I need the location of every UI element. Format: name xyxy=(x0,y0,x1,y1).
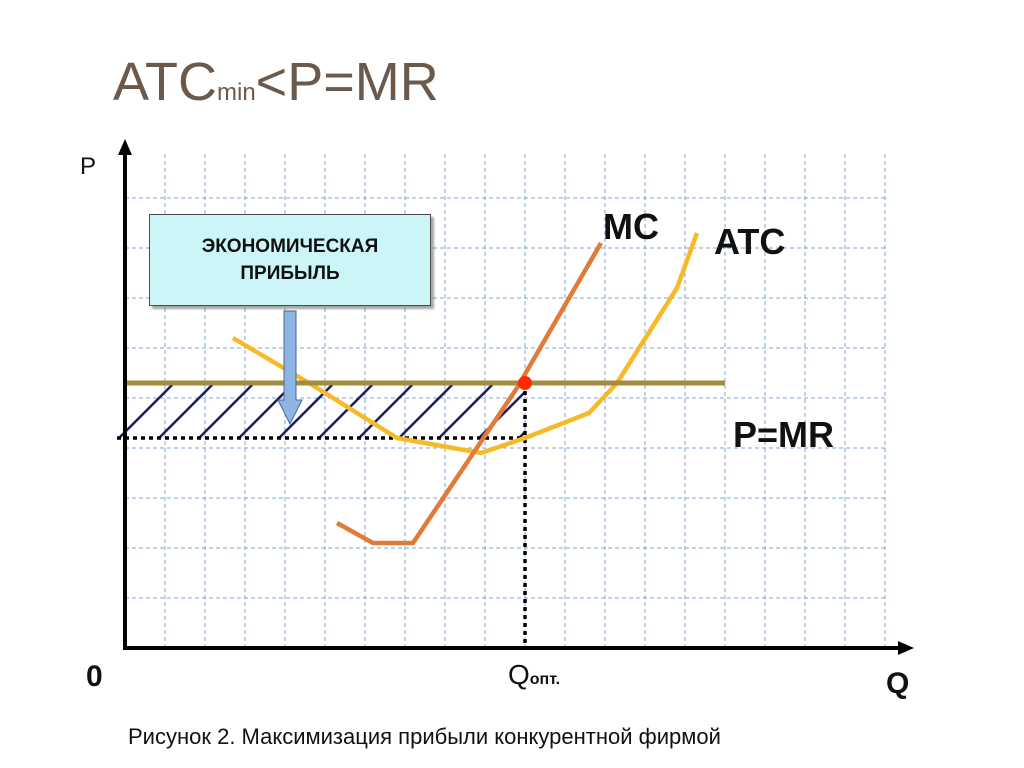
origin-label: 0 xyxy=(86,660,103,693)
x-axis-label: Q xyxy=(886,667,909,700)
profit-region-hatch xyxy=(119,383,614,438)
slide-title: ATCmin<P=MR xyxy=(113,50,439,115)
hatch-line xyxy=(198,383,255,438)
economic-profit-callout: ЭКОНОМИЧЕСКАЯ ПРИБЫЛЬ xyxy=(149,214,431,306)
callout-text: ЭКОНОМИЧЕСКАЯ ПРИБЫЛЬ xyxy=(201,236,379,284)
title-rest: <P=MR xyxy=(255,52,439,112)
figure-caption: Рисунок 2. Максимизация прибыли конкурен… xyxy=(128,724,721,749)
p-mr-label: P=MR xyxy=(733,414,834,455)
q-opt-label: Qопт. xyxy=(508,659,560,690)
hatch-line xyxy=(559,383,614,438)
x-axis-arrow xyxy=(898,641,914,655)
hatch-line xyxy=(158,383,215,438)
hatch-line xyxy=(438,383,495,438)
hatch-line xyxy=(398,383,455,438)
axes xyxy=(118,139,914,655)
y-axis-label: P xyxy=(80,153,96,180)
guide-lines xyxy=(117,383,527,648)
title-main: ATC xyxy=(113,52,217,112)
title-subscript: min xyxy=(217,79,256,106)
atc-curve xyxy=(231,232,700,456)
mc-label: MC xyxy=(603,206,659,247)
y-axis-arrow xyxy=(118,139,132,155)
series xyxy=(125,232,725,546)
hatch-line xyxy=(119,383,175,438)
hatch-line xyxy=(318,383,375,438)
mc-curve xyxy=(335,241,603,546)
atc-label: ATC xyxy=(714,221,785,262)
q-opt-main: Q xyxy=(508,659,530,690)
equilibrium-point xyxy=(518,376,532,390)
callout-arrow-down-icon xyxy=(277,310,303,426)
hatch-line xyxy=(358,383,415,438)
q-opt-sub: опт. xyxy=(530,671,560,688)
